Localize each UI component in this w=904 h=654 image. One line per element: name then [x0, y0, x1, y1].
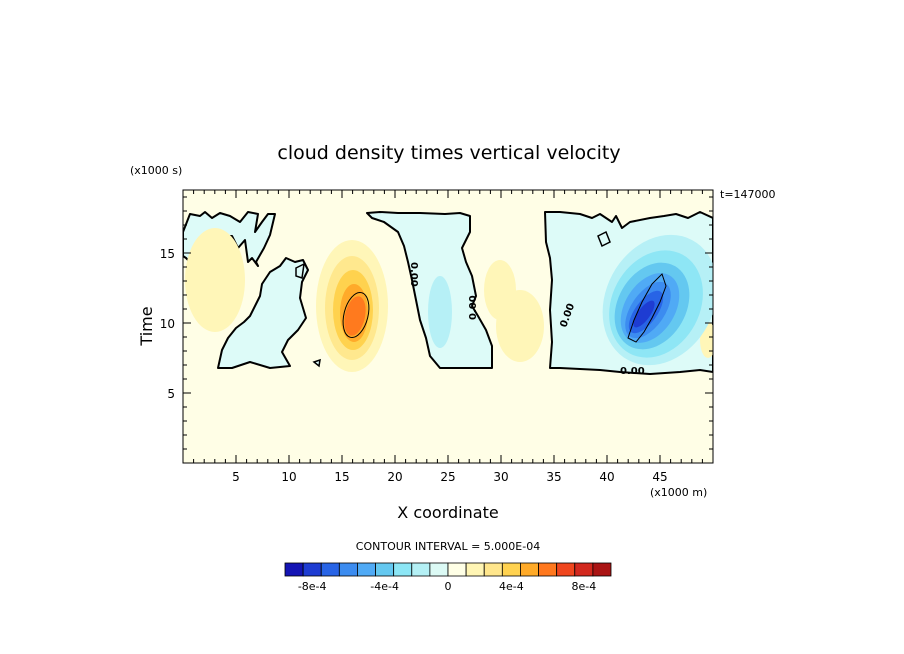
colorbar-swatch — [320, 562, 340, 577]
time-stamp: t=147000 — [720, 188, 776, 201]
negative-core-contour — [627, 273, 667, 343]
weak-negative-central — [428, 276, 452, 348]
colorbar-swatch — [357, 562, 376, 577]
y-tick-label: 15 — [160, 247, 175, 261]
colorbar-swatch — [556, 562, 576, 577]
colorbar-swatch — [393, 562, 413, 577]
contour-label: 0.00 — [408, 262, 419, 287]
colorbar: -8e-4 -4e-4 0 4e-4 8e-4 — [284, 562, 612, 593]
colorbar-swatch — [574, 562, 594, 577]
small-island — [597, 230, 611, 248]
chart-title: cloud density times vertical velocity — [277, 142, 620, 164]
x-tick-label: 20 — [387, 470, 402, 484]
colorbar-swatch — [483, 562, 503, 577]
x-tick-label: 15 — [334, 470, 349, 484]
y-tick-label: 10 — [160, 317, 175, 331]
x-tick-label: 5 — [232, 470, 240, 484]
x-tick-label: 30 — [493, 470, 508, 484]
y-axis: 5 10 15 — [160, 196, 713, 450]
x-tick-label: 35 — [546, 470, 561, 484]
weak-positive-mid — [484, 260, 516, 320]
colorbar-swatch — [501, 562, 521, 577]
y-axis-label: Time — [137, 306, 156, 346]
colorbar-label: -4e-4 — [370, 580, 399, 593]
small-island — [295, 262, 305, 279]
colorbar-label: 0 — [445, 580, 452, 593]
colorbar-swatch — [411, 562, 431, 577]
colorbar-swatch — [592, 562, 612, 577]
positive-core-level-5 — [344, 296, 366, 336]
colorbar-swatch — [429, 562, 449, 577]
contour-label: 0.00 — [620, 366, 645, 377]
colorbar-label: -8e-4 — [298, 580, 327, 593]
colorbar-swatch — [465, 562, 485, 577]
small-islands — [295, 230, 611, 368]
weak-positive-patches — [185, 228, 713, 362]
cloud-region-center-left — [217, 257, 309, 369]
y-tick-label: 5 — [167, 387, 175, 401]
colorbar-swatch — [538, 562, 558, 577]
positive-core — [316, 240, 388, 372]
x-tick-label: 10 — [281, 470, 296, 484]
colorbar-label: 8e-4 — [571, 580, 596, 593]
y-unit-label: (x1000 s) — [130, 164, 182, 177]
negative-core — [602, 234, 713, 366]
weak-positive-left — [185, 228, 245, 332]
colorbar-swatch — [447, 562, 467, 577]
contour-label: 0.00 — [468, 295, 479, 320]
x-axis-label: X coordinate — [397, 503, 498, 522]
positive-core-contour — [342, 291, 370, 339]
negative-core-level-7 — [633, 300, 655, 328]
small-island — [312, 358, 321, 368]
x-tick-label: 45 — [652, 470, 667, 484]
x-axis: 5 10 15 20 25 30 35 40 45 — [193, 190, 703, 484]
colorbar-swatch — [338, 562, 358, 577]
colorbar-swatch — [520, 562, 539, 577]
contour-interval: CONTOUR INTERVAL = 5.000E-04 — [356, 540, 540, 553]
x-tick-label: 25 — [440, 470, 455, 484]
cloud-region-center — [366, 211, 493, 369]
colorbar-label: 4e-4 — [499, 580, 524, 593]
colorbar-swatch — [375, 562, 395, 577]
colorbar-swatch — [302, 562, 322, 577]
x-tick-label: 40 — [599, 470, 614, 484]
colorbar-swatch — [284, 562, 304, 577]
plot-area — [183, 190, 713, 463]
x-unit-label: (x1000 m) — [650, 486, 707, 499]
